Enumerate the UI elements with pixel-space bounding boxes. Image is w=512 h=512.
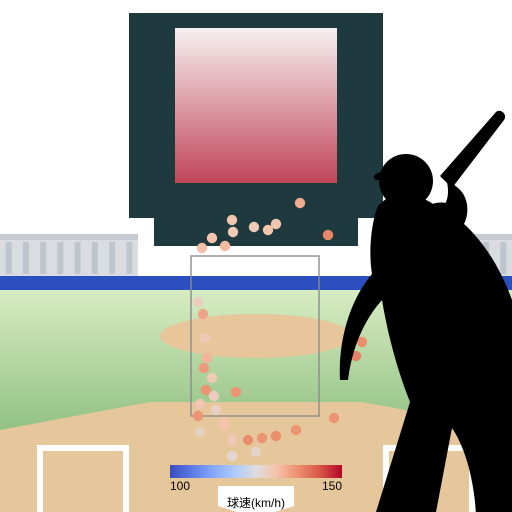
- pitch-marker: [195, 427, 205, 437]
- pitch-marker: [202, 353, 212, 363]
- pitchers-mound: [160, 314, 352, 358]
- pitch-marker: [209, 391, 219, 401]
- pitch-marker: [207, 373, 217, 383]
- pitch-marker: [271, 219, 281, 229]
- pitch-marker: [198, 309, 208, 319]
- colorbar-tick-100: 100: [170, 479, 190, 493]
- pitch-marker: [249, 222, 259, 232]
- pitch-marker: [193, 411, 203, 421]
- pitch-marker: [193, 297, 203, 307]
- pitch-marker: [220, 241, 230, 251]
- pitch-marker: [227, 451, 237, 461]
- pitch-marker: [207, 233, 217, 243]
- pitch-marker: [251, 447, 261, 457]
- chart-svg: [0, 0, 512, 512]
- pitch-marker: [195, 399, 205, 409]
- scoreboard-screen: [175, 28, 337, 183]
- pitch-marker: [271, 431, 281, 441]
- pitch-marker: [228, 227, 238, 237]
- pitch-marker: [227, 215, 237, 225]
- pitch-marker: [329, 413, 339, 423]
- pitch-marker: [257, 433, 267, 443]
- pitch-marker: [197, 243, 207, 253]
- colorbar-tick-labels: 100 150: [170, 479, 342, 493]
- colorbar: [170, 465, 342, 478]
- pitch-marker: [323, 230, 333, 240]
- pitch-marker: [199, 363, 209, 373]
- pitch-marker: [231, 387, 241, 397]
- pitch-marker: [227, 435, 237, 445]
- pitch-marker: [291, 425, 301, 435]
- pitch-marker: [295, 198, 305, 208]
- pitch-marker: [211, 405, 221, 415]
- pitch-location-chart: 100 150 球速(km/h): [0, 0, 512, 512]
- pitch-marker: [200, 333, 210, 343]
- pitch-marker: [243, 435, 253, 445]
- colorbar-axis-label: 球速(km/h): [0, 494, 512, 511]
- stands-left: [0, 234, 138, 276]
- colorbar-tick-150: 150: [322, 479, 342, 493]
- pitch-marker: [219, 419, 229, 429]
